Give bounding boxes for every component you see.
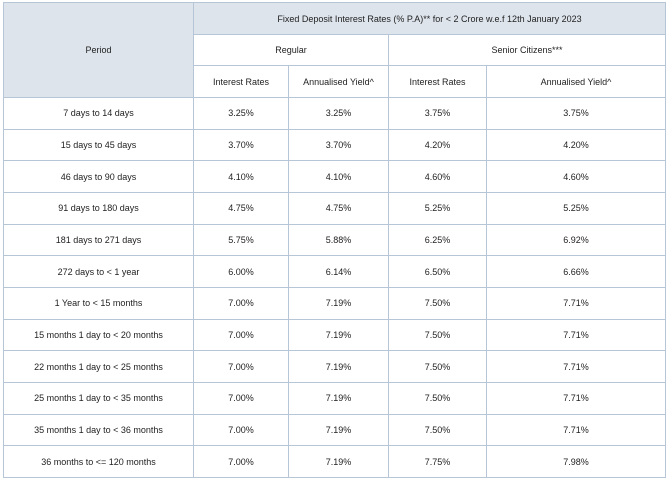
senior-rate-cell: 5.25% — [388, 191, 487, 225]
senior-yield-cell: 7.71% — [486, 350, 666, 383]
senior-rate-cell: 7.50% — [388, 413, 487, 447]
regular-rate-cell: 5.75% — [193, 223, 289, 257]
table-row: 22 months 1 day to < 25 months 7.00% 7.1… — [3, 350, 666, 383]
table-row: 91 days to 180 days 4.75% 4.75% 5.25% 5.… — [3, 191, 666, 225]
period-header: Period — [3, 2, 194, 98]
regular-yield-cell: 3.25% — [288, 97, 389, 130]
senior-yield-cell: 3.75% — [486, 97, 666, 130]
senior-yield-cell: 7.71% — [486, 318, 666, 352]
period-cell: 15 months 1 day to < 20 months — [3, 318, 194, 352]
senior-interest-rates-header: Interest Rates — [388, 65, 487, 98]
period-cell: 1 Year to < 15 months — [3, 286, 194, 320]
table-row: 15 days to 45 days 3.70% 3.70% 4.20% 4.2… — [3, 128, 666, 162]
senior-rate-cell: 7.75% — [388, 445, 487, 478]
regular-rate-cell: 4.75% — [193, 191, 289, 225]
table-row: 25 months 1 day to < 35 months 7.00% 7.1… — [3, 381, 666, 415]
table-row: 1 Year to < 15 months 7.00% 7.19% 7.50% … — [3, 286, 666, 320]
senior-rate-cell: 3.75% — [388, 97, 487, 130]
table-row: 36 months to <= 120 months 7.00% 7.19% 7… — [3, 445, 666, 478]
regular-rate-cell: 7.00% — [193, 413, 289, 447]
period-cell: 46 days to 90 days — [3, 160, 194, 193]
senior-yield-cell: 7.98% — [486, 445, 666, 478]
senior-yield-cell: 7.71% — [486, 413, 666, 447]
table-row: 272 days to < 1 year 6.00% 6.14% 6.50% 6… — [3, 255, 666, 288]
regular-yield-cell: 6.14% — [288, 255, 389, 288]
period-cell: 7 days to 14 days — [3, 97, 194, 130]
table-row: 35 months 1 day to < 36 months 7.00% 7.1… — [3, 413, 666, 447]
period-cell: 15 days to 45 days — [3, 128, 194, 162]
period-cell: 25 months 1 day to < 35 months — [3, 381, 194, 415]
regular-rate-cell: 6.00% — [193, 255, 289, 288]
regular-rate-cell: 7.00% — [193, 445, 289, 478]
table-row: 46 days to 90 days 4.10% 4.10% 4.60% 4.6… — [3, 160, 666, 193]
regular-yield-cell: 4.10% — [288, 160, 389, 193]
senior-rate-cell: 7.50% — [388, 318, 487, 352]
senior-rate-cell: 7.50% — [388, 286, 487, 320]
senior-rate-cell: 4.20% — [388, 128, 487, 162]
table-row: 15 months 1 day to < 20 months 7.00% 7.1… — [3, 318, 666, 352]
regular-yield-cell: 7.19% — [288, 413, 389, 447]
table-row: 181 days to 271 days 5.75% 5.88% 6.25% 6… — [3, 223, 666, 257]
senior-yield-cell: 7.71% — [486, 286, 666, 320]
period-cell: 35 months 1 day to < 36 months — [3, 413, 194, 447]
regular-rate-cell: 7.00% — [193, 286, 289, 320]
senior-rate-cell: 7.50% — [388, 381, 487, 415]
regular-annualised-yield-header: Annualised Yield^ — [288, 65, 389, 98]
regular-rate-cell: 3.70% — [193, 128, 289, 162]
regular-rate-cell: 7.00% — [193, 318, 289, 352]
regular-rate-cell: 7.00% — [193, 350, 289, 383]
senior-yield-cell: 6.66% — [486, 255, 666, 288]
regular-header: Regular — [193, 34, 389, 66]
regular-yield-cell: 7.19% — [288, 350, 389, 383]
period-cell: 22 months 1 day to < 25 months — [3, 350, 194, 383]
regular-yield-cell: 7.19% — [288, 445, 389, 478]
period-cell: 91 days to 180 days — [3, 191, 194, 225]
table-title: Fixed Deposit Interest Rates (% P.A)** f… — [193, 2, 666, 35]
regular-rate-cell: 3.25% — [193, 97, 289, 130]
regular-yield-cell: 4.75% — [288, 191, 389, 225]
senior-annualised-yield-header: Annualised Yield^ — [486, 65, 666, 98]
senior-yield-cell: 4.60% — [486, 160, 666, 193]
period-cell: 272 days to < 1 year — [3, 255, 194, 288]
senior-rate-cell: 6.25% — [388, 223, 487, 257]
senior-yield-cell: 5.25% — [486, 191, 666, 225]
senior-rate-cell: 6.50% — [388, 255, 487, 288]
senior-yield-cell: 6.92% — [486, 223, 666, 257]
fd-rates-table: Period Fixed Deposit Interest Rates (% P… — [3, 2, 666, 478]
senior-yield-cell: 4.20% — [486, 128, 666, 162]
period-cell: 36 months to <= 120 months — [3, 445, 194, 478]
senior-rate-cell: 7.50% — [388, 350, 487, 383]
senior-yield-cell: 7.71% — [486, 381, 666, 415]
period-cell: 181 days to 271 days — [3, 223, 194, 257]
regular-rate-cell: 4.10% — [193, 160, 289, 193]
regular-yield-cell: 3.70% — [288, 128, 389, 162]
regular-yield-cell: 5.88% — [288, 223, 389, 257]
regular-rate-cell: 7.00% — [193, 381, 289, 415]
senior-rate-cell: 4.60% — [388, 160, 487, 193]
table-row: 7 days to 14 days 3.25% 3.25% 3.75% 3.75… — [3, 97, 666, 130]
regular-yield-cell: 7.19% — [288, 381, 389, 415]
regular-yield-cell: 7.19% — [288, 286, 389, 320]
regular-yield-cell: 7.19% — [288, 318, 389, 352]
regular-interest-rates-header: Interest Rates — [193, 65, 289, 98]
senior-citizens-header: Senior Citizens*** — [388, 34, 666, 66]
